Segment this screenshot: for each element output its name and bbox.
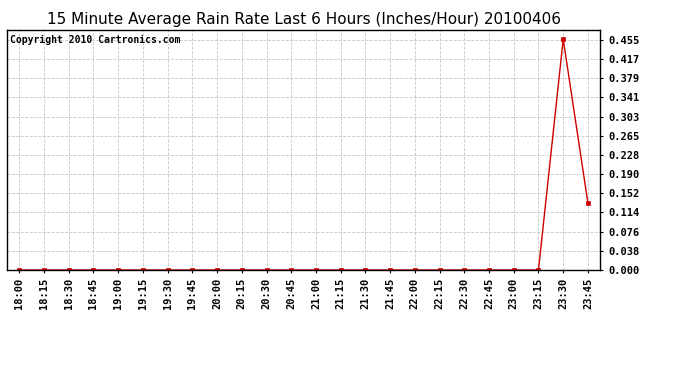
Title: 15 Minute Average Rain Rate Last 6 Hours (Inches/Hour) 20100406: 15 Minute Average Rain Rate Last 6 Hours… [47, 12, 560, 27]
Text: Copyright 2010 Cartronics.com: Copyright 2010 Cartronics.com [10, 35, 180, 45]
